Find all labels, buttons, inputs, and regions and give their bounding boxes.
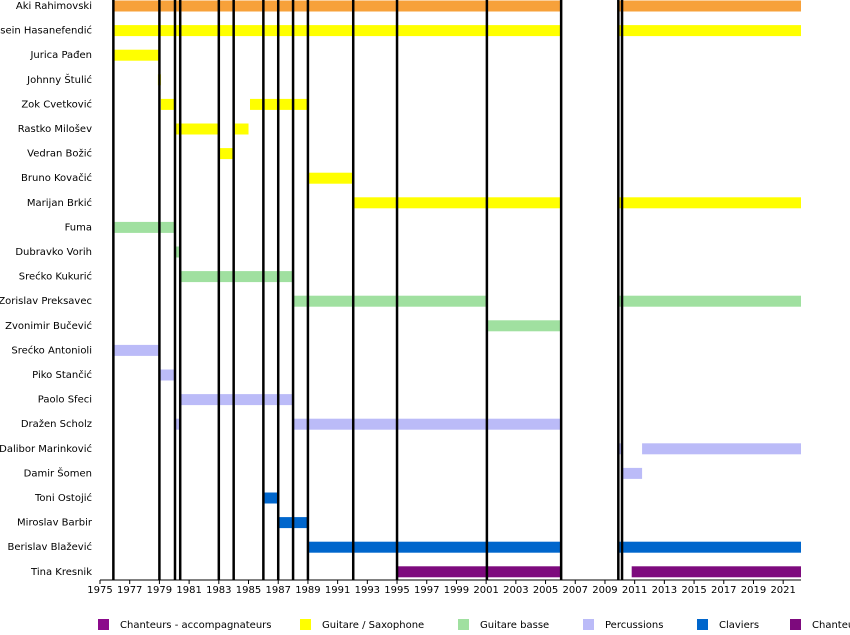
x-tick-label: 2003 <box>503 585 528 596</box>
x-tick-label: 1981 <box>176 585 201 596</box>
bar <box>307 172 353 184</box>
legend-label: Percussions <box>605 620 663 631</box>
x-tick-label: 1987 <box>265 585 290 596</box>
x-tick-label: 2005 <box>533 585 558 596</box>
x-tick-label: 1997 <box>414 585 439 596</box>
x-tick-label: 1975 <box>87 585 112 596</box>
row-label: Jurica Pađen <box>29 50 92 61</box>
row-label: Aki Rahimovski <box>16 1 92 12</box>
bar <box>113 344 160 356</box>
legend-label: Guitare / Saxophone <box>322 620 424 631</box>
row-label: Tina Kresnik <box>30 567 92 578</box>
bar <box>352 197 561 209</box>
row-label: Marijan Brkić <box>27 197 92 209</box>
row-label: Toni Ostojić <box>34 492 92 504</box>
bar <box>293 418 561 430</box>
x-tick-label: 2001 <box>473 585 498 596</box>
bar <box>642 443 801 455</box>
x-tick-label: 1991 <box>325 585 350 596</box>
legend-swatch <box>697 619 708 630</box>
legend-label: Claviers <box>719 620 759 631</box>
bar <box>618 295 801 307</box>
bar <box>180 271 294 283</box>
bar <box>113 25 561 37</box>
legend-swatch <box>458 619 469 630</box>
bar <box>180 394 294 406</box>
x-tick-label: 2007 <box>563 585 588 596</box>
bar <box>618 197 801 209</box>
row-label: Dalibor Marinković <box>0 443 92 455</box>
row-label: Srećko Antonioli <box>11 344 92 356</box>
row-label: Dubravko Vorih <box>15 247 92 258</box>
x-tick-label: 1979 <box>147 585 172 596</box>
x-tick-label: 1995 <box>384 585 409 596</box>
row-label: Berislav Blažević <box>8 541 92 553</box>
x-tick-label: 1977 <box>117 585 142 596</box>
bar <box>174 418 181 430</box>
x-tick-label: 1985 <box>236 585 261 596</box>
row-label: Vedran Božić <box>27 148 92 160</box>
x-tick-label: 2011 <box>622 585 647 596</box>
legend-label: Chanteuse <box>812 620 850 631</box>
row-label: Johnny Štulić <box>26 73 92 86</box>
bar <box>397 566 561 578</box>
bar <box>174 246 181 258</box>
bar <box>160 98 176 110</box>
x-tick-label: 2021 <box>770 585 795 596</box>
bar <box>233 123 249 135</box>
row-label: Dražen Scholz <box>21 418 92 430</box>
row-label: Bruno Kovačić <box>21 172 92 184</box>
bar <box>218 148 234 160</box>
x-tick-label: 2017 <box>711 585 736 596</box>
legend-swatch <box>790 619 801 630</box>
row-label: Fuma <box>65 222 92 233</box>
x-tick-label: 2013 <box>652 585 677 596</box>
row-label: Zorislav Preksavec <box>0 296 92 307</box>
x-tick-label: 1993 <box>355 585 380 596</box>
bar <box>618 0 801 12</box>
bar <box>113 49 160 61</box>
row-label: Miroslav Barbir <box>17 518 93 529</box>
row-label: Zvonimir Bučević <box>5 320 92 332</box>
row-label: Zok Cvetković <box>21 98 92 110</box>
bar <box>307 541 561 553</box>
row-label: Husein Hasanefendić <box>0 25 92 37</box>
bar <box>486 320 561 332</box>
legend-swatch <box>300 619 311 630</box>
bar <box>113 221 176 233</box>
x-tick-label: 1999 <box>444 585 469 596</box>
legend-swatch <box>98 619 109 630</box>
x-tick-label: 2009 <box>592 585 617 596</box>
bar <box>264 492 279 504</box>
row-label: Paolo Sfeci <box>38 395 92 406</box>
bar <box>175 123 219 135</box>
legend-label: Guitare basse <box>480 620 549 631</box>
bar <box>293 295 487 307</box>
x-tick-label: 1983 <box>206 585 231 596</box>
x-tick-label: 2019 <box>741 585 766 596</box>
x-tick-label: 1989 <box>295 585 320 596</box>
row-label: Srećko Kukurić <box>19 271 92 283</box>
bar <box>618 541 801 553</box>
bar <box>159 369 176 381</box>
bar <box>618 443 623 455</box>
bar <box>631 566 801 578</box>
legend-label: Chanteurs - accompagnateurs <box>120 620 272 631</box>
x-tick-label: 2015 <box>681 585 706 596</box>
row-label: Piko Stančić <box>32 369 92 381</box>
row-label: Damir Šomen <box>24 466 92 479</box>
legend-swatch <box>583 619 594 630</box>
bar <box>113 0 561 12</box>
row-label: Rastko Milošev <box>18 123 92 135</box>
bar <box>618 25 801 37</box>
bar <box>622 467 643 479</box>
